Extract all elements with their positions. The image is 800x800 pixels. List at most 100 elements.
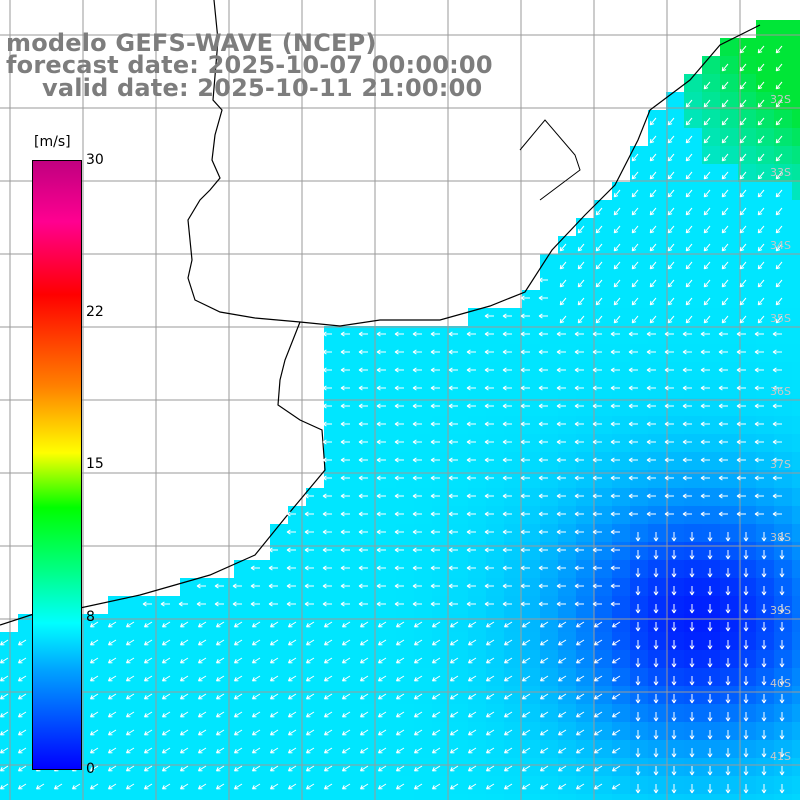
wind-arrow xyxy=(743,658,749,668)
wind-arrow xyxy=(376,439,386,445)
wind-arrow xyxy=(556,493,566,499)
wind-arrow xyxy=(0,783,9,790)
wind-arrow xyxy=(485,675,495,682)
wind-arrow xyxy=(430,439,440,445)
wind-arrow xyxy=(215,693,225,700)
wind-arrow xyxy=(575,747,585,754)
wind-arrow xyxy=(305,765,315,772)
wind-arrow xyxy=(394,529,404,535)
wind-arrow xyxy=(179,747,189,754)
wind-arrow xyxy=(725,784,731,794)
wind-arrow xyxy=(323,657,333,664)
wind-arrow xyxy=(340,385,350,391)
wind-arrow xyxy=(646,511,656,517)
wind-arrow xyxy=(412,457,422,463)
wind-arrow xyxy=(538,295,548,301)
wind-arrow xyxy=(761,730,767,740)
wind-arrow xyxy=(269,783,279,790)
wind-arrow xyxy=(125,711,135,718)
wind-arrow xyxy=(613,243,621,252)
wind-arrow xyxy=(322,331,332,337)
wind-arrow xyxy=(671,640,677,650)
wind-arrow xyxy=(649,207,657,216)
wind-arrow xyxy=(520,601,530,607)
wind-arrow xyxy=(718,403,728,409)
wind-arrow xyxy=(430,547,440,553)
wind-arrow xyxy=(577,261,585,270)
wind-arrow xyxy=(707,568,713,578)
wind-arrow xyxy=(700,421,710,427)
wind-arrow xyxy=(466,385,476,391)
wind-arrow xyxy=(503,675,513,682)
wind-arrow xyxy=(233,729,243,736)
wind-arrow xyxy=(779,658,785,668)
wind-arrow xyxy=(17,657,27,664)
wind-arrow xyxy=(743,532,749,542)
wind-arrow xyxy=(721,81,729,90)
wind-arrow xyxy=(17,711,27,718)
wind-arrow xyxy=(215,657,225,664)
wind-arrow xyxy=(250,565,260,571)
wind-arrow xyxy=(671,658,677,668)
wind-arrow xyxy=(707,730,713,740)
wind-arrow xyxy=(761,784,767,794)
wind-arrow xyxy=(305,783,315,790)
wind-arrow xyxy=(628,475,638,481)
wind-arrow xyxy=(340,349,350,355)
wind-arrow xyxy=(593,693,603,700)
wind-arrow xyxy=(484,583,494,589)
wind-arrow xyxy=(395,783,405,790)
wind-arrow xyxy=(449,657,459,664)
wind-arrow xyxy=(743,640,749,650)
wind-arrow xyxy=(685,171,693,180)
wind-arrow xyxy=(592,385,602,391)
wind-arrow xyxy=(743,550,749,560)
wind-arrow xyxy=(394,439,404,445)
wind-arrow xyxy=(358,349,368,355)
wind-arrow xyxy=(377,765,387,772)
wind-arrow xyxy=(413,657,423,664)
wind-arrow xyxy=(754,367,764,373)
wind-arrow xyxy=(718,331,728,337)
wind-arrow xyxy=(323,693,333,700)
wind-arrow xyxy=(395,621,405,628)
wind-arrow xyxy=(251,621,261,628)
wind-arrow xyxy=(775,63,783,72)
wind-arrow xyxy=(635,622,641,632)
wind-arrow xyxy=(233,783,243,790)
wind-arrow xyxy=(17,639,27,646)
wind-arrow xyxy=(646,457,656,463)
wind-arrow xyxy=(448,421,458,427)
wind-arrow xyxy=(395,765,405,772)
wind-arrow xyxy=(214,583,224,589)
wind-arrow xyxy=(725,640,731,650)
wind-arrow xyxy=(739,297,747,306)
colorbar-tick: 8 xyxy=(86,609,95,625)
wind-arrow xyxy=(286,547,296,553)
wind-arrow xyxy=(574,511,584,517)
wind-arrow xyxy=(775,279,783,288)
wind-arrow xyxy=(557,639,567,646)
wind-arrow xyxy=(707,766,713,776)
wind-arrow xyxy=(575,657,585,664)
colorbar-tick: 22 xyxy=(86,304,104,320)
wind-arrow xyxy=(595,225,603,234)
wind-arrow xyxy=(703,171,711,180)
wind-arrow xyxy=(775,297,783,306)
wind-arrow xyxy=(448,529,458,535)
wind-arrow xyxy=(17,783,27,790)
wind-arrow xyxy=(595,315,603,324)
wind-arrow xyxy=(269,729,279,736)
wind-arrow xyxy=(664,421,674,427)
wind-arrow xyxy=(340,493,350,499)
wind-arrow xyxy=(142,601,152,607)
wind-arrow xyxy=(287,747,297,754)
wind-arrow xyxy=(610,529,620,535)
wind-arrow xyxy=(251,747,261,754)
wind-arrow xyxy=(556,511,566,517)
wind-arrow xyxy=(574,583,584,589)
wind-arrow xyxy=(466,475,476,481)
wind-arrow xyxy=(502,475,512,481)
wind-arrow xyxy=(431,765,441,772)
wind-arrow xyxy=(107,747,117,754)
